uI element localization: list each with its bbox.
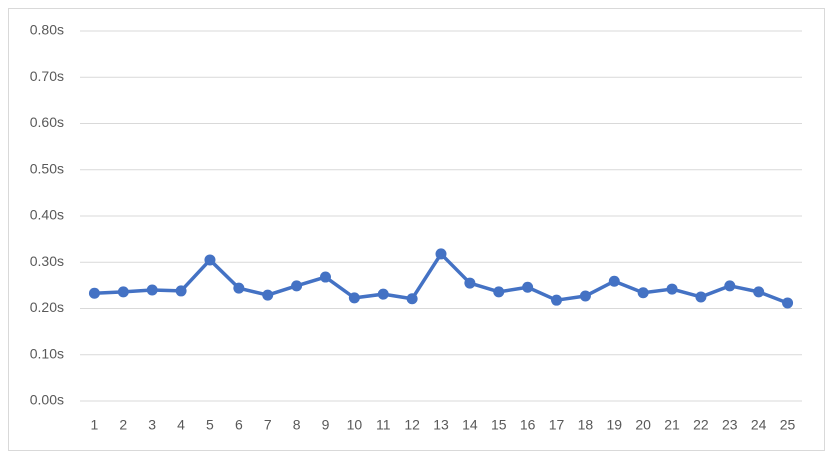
y-tick-label: 0.00s xyxy=(30,392,64,408)
x-tick-label: 5 xyxy=(206,417,214,433)
x-tick-label: 12 xyxy=(404,417,420,433)
x-tick-label: 25 xyxy=(780,417,796,433)
chart-frame xyxy=(8,8,825,451)
data-point xyxy=(175,285,187,297)
y-tick-label: 0.10s xyxy=(30,345,64,361)
data-point xyxy=(291,280,303,292)
data-point xyxy=(262,289,274,301)
y-tick-label: 0.50s xyxy=(30,160,64,176)
data-point xyxy=(724,280,736,292)
data-point xyxy=(117,286,129,298)
data-point xyxy=(551,294,563,306)
data-point xyxy=(348,292,360,304)
data-point xyxy=(522,281,534,293)
x-tick-label: 14 xyxy=(462,417,478,433)
data-point xyxy=(406,293,418,305)
data-point xyxy=(464,277,476,289)
data-point xyxy=(204,254,216,266)
data-point xyxy=(666,283,678,295)
x-tick-label: 13 xyxy=(433,417,449,433)
x-tick-label: 10 xyxy=(347,417,363,433)
x-tick-label: 8 xyxy=(293,417,301,433)
x-tick-label: 7 xyxy=(264,417,272,433)
x-tick-label: 11 xyxy=(376,417,391,433)
data-point xyxy=(579,290,591,302)
x-tick-label: 4 xyxy=(177,417,185,433)
x-tick-label: 19 xyxy=(606,417,622,433)
x-tick-label: 22 xyxy=(693,417,709,433)
x-tick-label: 24 xyxy=(751,417,767,433)
data-point xyxy=(493,286,505,298)
x-tick-label: 6 xyxy=(235,417,243,433)
data-point xyxy=(146,284,158,296)
data-point xyxy=(753,286,765,298)
x-tick-label: 16 xyxy=(520,417,536,433)
x-tick-label: 17 xyxy=(549,417,565,433)
x-tick-label: 20 xyxy=(635,417,651,433)
data-point xyxy=(377,288,389,300)
y-tick-label: 0.70s xyxy=(30,68,64,84)
data-point xyxy=(608,275,620,287)
data-point xyxy=(233,282,245,294)
x-tick-label: 1 xyxy=(91,417,99,433)
x-tick-label: 21 xyxy=(664,417,680,433)
x-tick-label: 9 xyxy=(322,417,330,433)
y-tick-label: 0.40s xyxy=(30,207,64,223)
x-tick-label: 3 xyxy=(148,417,156,433)
data-point xyxy=(782,297,794,309)
x-tick-label: 2 xyxy=(119,417,127,433)
x-tick-label: 23 xyxy=(722,417,738,433)
data-point xyxy=(695,291,707,303)
x-tick-label: 18 xyxy=(578,417,594,433)
data-point xyxy=(435,248,447,260)
x-tick-label: 15 xyxy=(491,417,507,433)
y-tick-label: 0.60s xyxy=(30,114,64,130)
data-point xyxy=(319,271,331,283)
y-tick-label: 0.20s xyxy=(30,299,64,315)
data-point xyxy=(637,287,649,299)
y-tick-label: 0.80s xyxy=(30,22,64,38)
data-point xyxy=(88,287,100,299)
y-tick-label: 0.30s xyxy=(30,253,64,269)
